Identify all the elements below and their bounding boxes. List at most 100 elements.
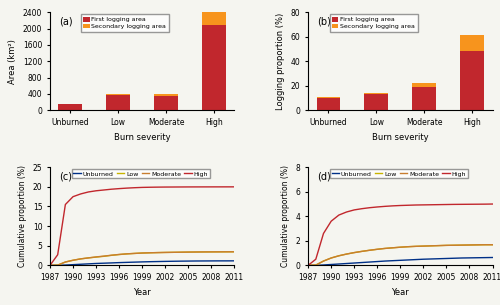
High <box>108 187 114 191</box>
Moderate <box>328 256 334 260</box>
Unburned <box>193 259 199 263</box>
High <box>444 203 450 206</box>
Moderate <box>232 250 237 253</box>
High <box>62 203 68 206</box>
High <box>405 203 411 207</box>
Low <box>208 250 214 254</box>
Moderate <box>70 258 76 262</box>
X-axis label: Year: Year <box>134 288 151 296</box>
Moderate <box>116 253 122 256</box>
Low <box>154 251 160 254</box>
Low <box>132 252 138 255</box>
Moderate <box>313 263 319 267</box>
Low <box>412 245 418 248</box>
Moderate <box>86 256 91 260</box>
Low <box>466 243 472 247</box>
Low <box>420 244 426 248</box>
Legend: Unburned, Low, Moderate, High: Unburned, Low, Moderate, High <box>330 169 468 178</box>
Low <box>232 250 237 253</box>
High <box>78 192 84 196</box>
Unburned <box>54 264 60 267</box>
Moderate <box>390 246 396 249</box>
High <box>178 185 184 189</box>
High <box>305 264 311 267</box>
Unburned <box>70 263 76 267</box>
High <box>47 264 53 267</box>
Bar <box>364 92 388 94</box>
X-axis label: Year: Year <box>392 288 409 296</box>
Low <box>47 264 53 267</box>
High <box>186 185 192 189</box>
Unburned <box>366 260 372 264</box>
Unburned <box>444 257 450 260</box>
Moderate <box>178 250 184 254</box>
Low <box>224 250 230 254</box>
High <box>132 186 138 189</box>
Moderate <box>382 247 388 250</box>
Line: Moderate: Moderate <box>308 245 492 265</box>
Moderate <box>200 250 206 254</box>
Unburned <box>398 259 404 262</box>
Moderate <box>147 251 153 255</box>
Moderate <box>398 245 404 249</box>
Moderate <box>54 263 60 267</box>
High <box>154 185 160 189</box>
Line: Low: Low <box>50 252 234 265</box>
Moderate <box>305 264 311 267</box>
Low <box>70 258 76 262</box>
Moderate <box>405 245 411 249</box>
High <box>374 205 380 209</box>
Low <box>405 245 411 249</box>
Moderate <box>336 254 342 258</box>
Moderate <box>78 257 84 261</box>
Unburned <box>351 261 357 265</box>
High <box>436 203 442 206</box>
Bar <box>202 5 226 25</box>
Moderate <box>132 252 138 255</box>
Moderate <box>412 245 418 248</box>
High <box>193 185 199 189</box>
High <box>390 204 396 208</box>
Low <box>93 255 99 259</box>
Line: Unburned: Unburned <box>50 261 234 265</box>
Bar <box>58 104 82 110</box>
High <box>359 207 365 210</box>
High <box>420 203 426 207</box>
Unburned <box>451 257 457 260</box>
Moderate <box>170 250 176 254</box>
Bar <box>316 97 340 98</box>
High <box>101 188 107 192</box>
High <box>382 205 388 208</box>
Unburned <box>420 257 426 261</box>
Bar <box>460 52 484 110</box>
Low <box>139 251 145 255</box>
Unburned <box>328 263 334 266</box>
High <box>398 204 404 207</box>
High <box>93 189 99 193</box>
Low <box>162 251 168 254</box>
Low <box>490 243 496 246</box>
Moderate <box>93 255 99 259</box>
Unburned <box>232 259 237 263</box>
Unburned <box>139 260 145 264</box>
Low <box>474 243 480 247</box>
Bar <box>460 35 484 52</box>
Low <box>366 249 372 252</box>
Unburned <box>405 258 411 262</box>
Low <box>436 244 442 247</box>
Unburned <box>132 260 138 264</box>
High <box>170 185 176 189</box>
Low <box>459 243 465 247</box>
Text: (b): (b) <box>318 16 331 26</box>
Moderate <box>62 260 68 264</box>
Unburned <box>390 259 396 263</box>
Unburned <box>116 261 122 264</box>
High <box>366 206 372 210</box>
Low <box>78 257 84 261</box>
Low <box>482 243 488 246</box>
Moderate <box>366 249 372 252</box>
Unburned <box>459 256 465 260</box>
Y-axis label: Logging proportion (%): Logging proportion (%) <box>276 13 285 110</box>
Unburned <box>359 261 365 264</box>
Moderate <box>466 243 472 247</box>
